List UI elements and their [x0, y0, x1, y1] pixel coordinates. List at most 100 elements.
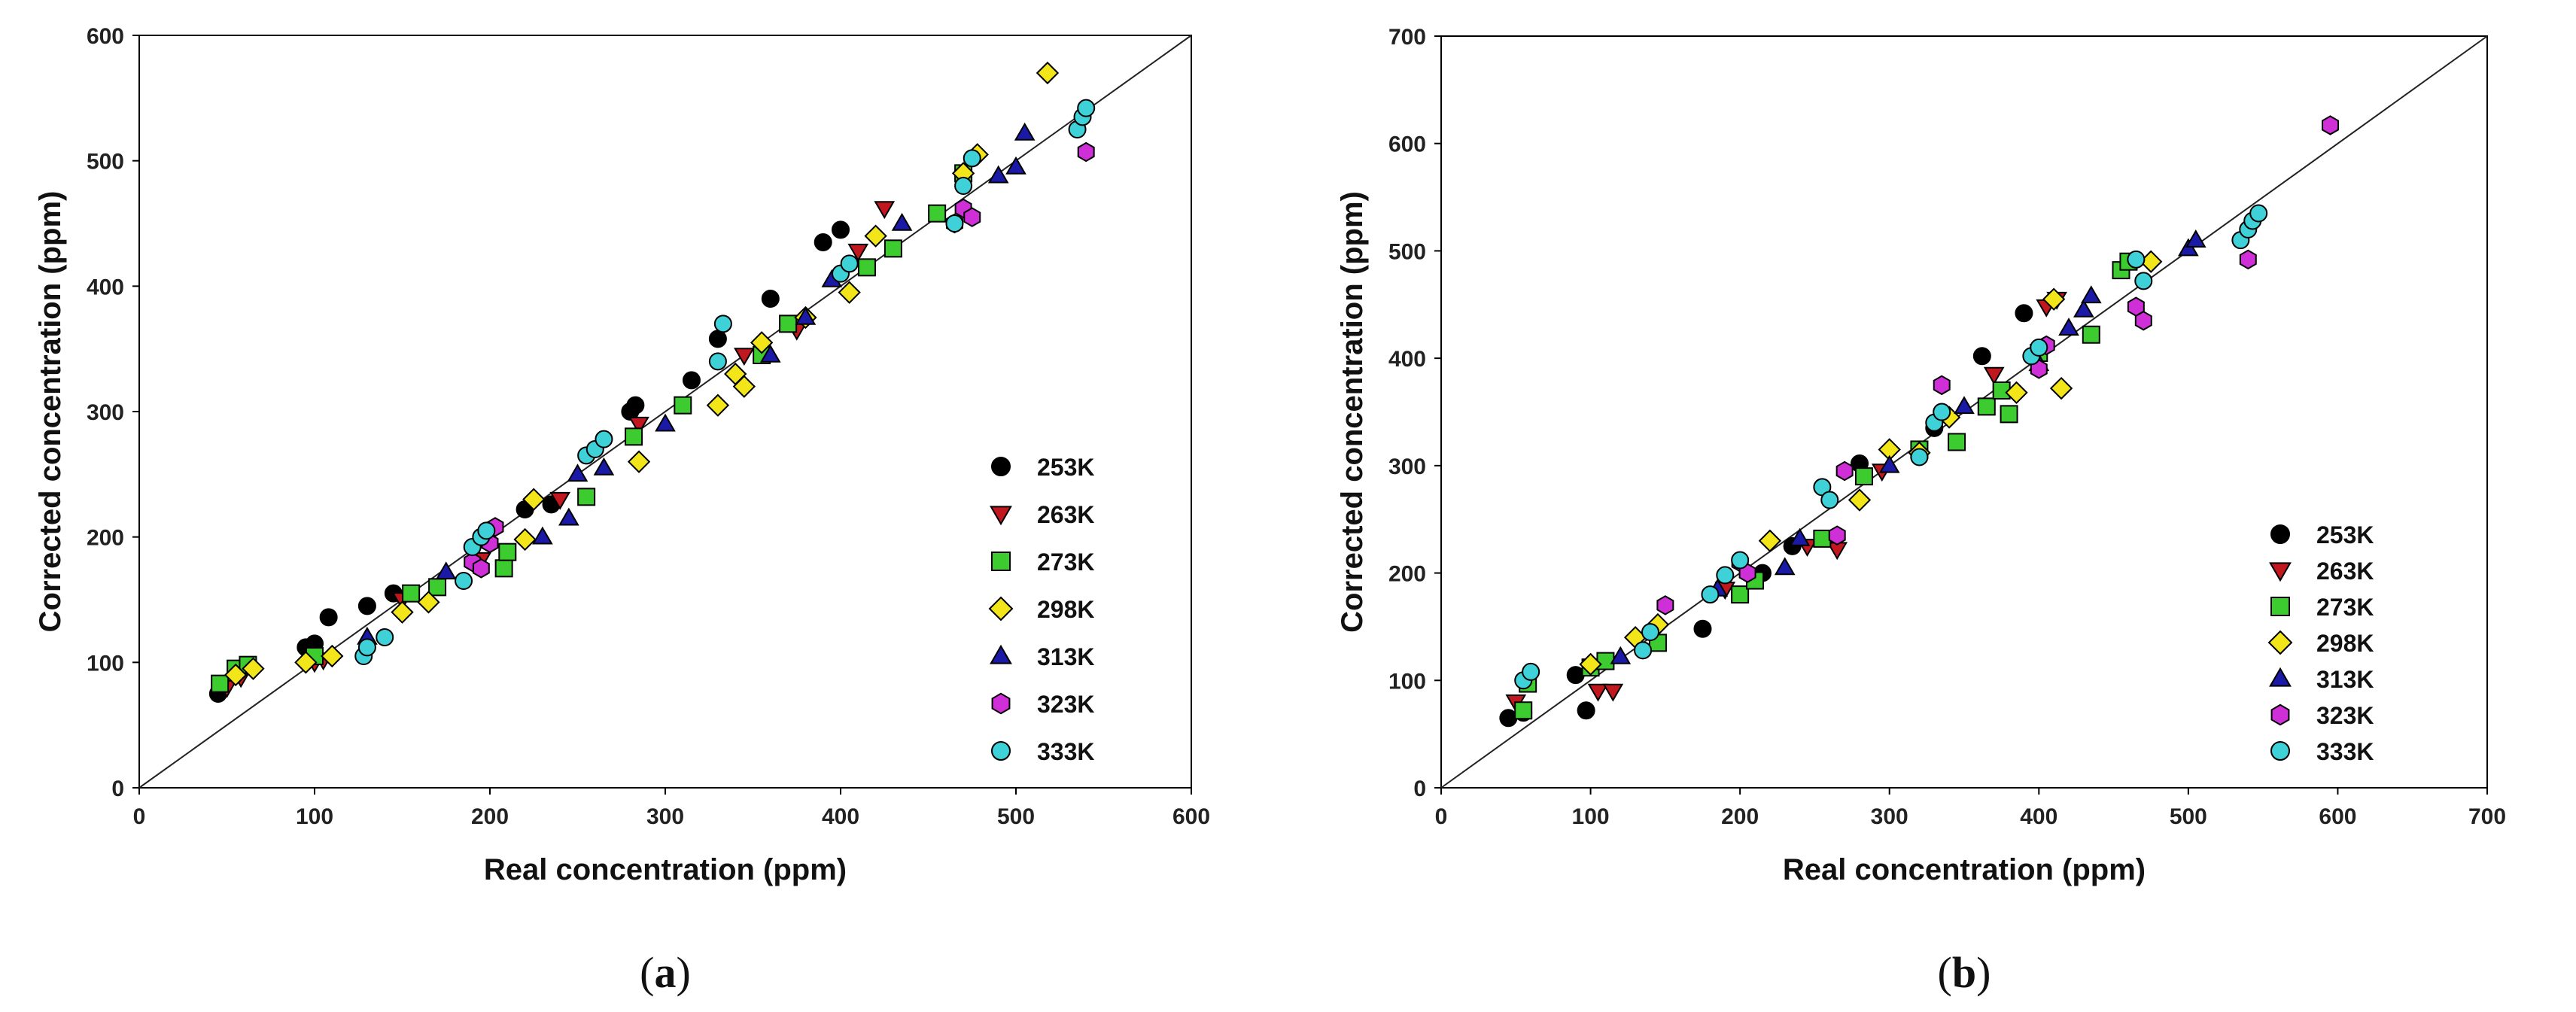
x-tick-label: 300 [1871, 804, 1908, 829]
data-point-313K [2080, 285, 2102, 304]
data-point-273K [674, 396, 692, 415]
x-tick-label: 500 [2170, 804, 2207, 829]
data-point-298K [1848, 488, 1872, 512]
legend-label-313K: 313K [2316, 666, 2374, 693]
data-point-298K [706, 394, 730, 417]
data-point-298K [2005, 381, 2028, 404]
data-point-323K [2239, 249, 2257, 270]
data-point-298K [750, 331, 774, 354]
data-point-313K [1774, 557, 1796, 576]
data-point-313K [435, 561, 457, 580]
data-point-313K [1005, 156, 1026, 175]
data-point-313K [2185, 229, 2206, 248]
y-tick-label: 0 [1413, 776, 1426, 801]
data-point-253K [761, 290, 780, 308]
legend-label-253K: 253K [1037, 454, 1095, 481]
data-point-313K [2058, 318, 2079, 336]
x-tick-label: 100 [1572, 804, 1610, 829]
x-tick-label: 0 [1435, 804, 1448, 829]
data-point-273K [779, 315, 798, 333]
panel-label: (a) [640, 948, 691, 997]
legend-marker-323K [2270, 704, 2290, 726]
data-point-333K [1910, 448, 1929, 466]
data-point-273K [428, 578, 447, 597]
data-point-298K [2049, 376, 2073, 400]
data-point-263K [874, 201, 896, 220]
data-point-333K [2127, 250, 2146, 269]
data-point-333K [1731, 551, 1750, 570]
legend-label-298K: 298K [2316, 630, 2374, 657]
data-point-333K [595, 430, 613, 448]
legend-label-273K: 273K [1037, 549, 1095, 576]
x-tick-label: 200 [471, 804, 509, 829]
data-point-263K [549, 491, 571, 510]
data-point-333K [708, 352, 727, 371]
data-point-273K [1813, 529, 1832, 548]
data-point-333K [1077, 99, 1096, 117]
data-point-273K [2000, 405, 2018, 424]
data-point-313K [1789, 527, 1811, 546]
data-point-313K [1610, 646, 1632, 664]
data-point-263K [1587, 683, 1609, 702]
data-point-313K [655, 413, 676, 432]
data-point-263K [1602, 683, 1624, 702]
x-tick-label: 600 [2319, 804, 2356, 829]
data-point-263K [847, 243, 869, 262]
legend-label-273K: 273K [2316, 594, 2374, 621]
x-axis-label: Real concentration (ppm) [484, 853, 847, 886]
data-point-273K [494, 559, 513, 578]
data-point-333K [1701, 585, 1720, 604]
data-point-273K [1514, 701, 1533, 720]
legend-marker-273K [2270, 597, 2290, 616]
legend-marker-263K [990, 506, 1012, 526]
y-tick-label: 500 [1388, 239, 1426, 264]
plot-frame [1440, 35, 2488, 789]
legend-marker-323K [991, 692, 1011, 715]
data-point-298K [838, 281, 861, 304]
data-point-273K [1948, 433, 1966, 451]
data-point-298K [321, 644, 344, 668]
data-point-313K [593, 457, 615, 476]
x-tick-label: 400 [822, 804, 859, 829]
y-axis-label: Corrected concentration (ppm) [34, 191, 67, 633]
chart-a: 0 100 200 300 400 500 600 0 100 200 300 400 500 600 Re… [34, 24, 1210, 997]
data-point-333K [477, 521, 496, 540]
data-point-263K [628, 416, 649, 435]
data-point-298K [2042, 287, 2066, 311]
data-point-313K [532, 526, 553, 545]
data-point-253K [319, 608, 338, 627]
data-point-298K [627, 450, 651, 473]
data-point-263K [1983, 366, 2005, 385]
data-point-333K [1820, 491, 1839, 509]
x-tick-label: 100 [296, 804, 333, 829]
legend-label-263K: 263K [1037, 501, 1095, 528]
legend-label-298K: 298K [1037, 596, 1095, 623]
data-point-323K [2134, 310, 2152, 331]
data-point-333K [1933, 403, 1951, 421]
legend-label-333K: 333K [2316, 738, 2374, 765]
data-point-333K [2030, 338, 2048, 357]
data-point-313K [1014, 122, 1036, 141]
data-point-298K [242, 657, 265, 680]
data-point-333K [963, 149, 981, 168]
data-point-333K [945, 214, 964, 232]
data-point-273K [1731, 585, 1750, 604]
data-point-273K [1977, 397, 1996, 416]
data-point-313K [558, 507, 579, 526]
data-point-313K [2073, 299, 2094, 318]
y-tick-label: 400 [87, 275, 124, 299]
data-point-253K [1566, 666, 1585, 685]
y-tick-label: 0 [111, 776, 124, 801]
data-point-323K [963, 207, 981, 227]
data-point-323K [2322, 115, 2339, 135]
data-point-333K [954, 177, 973, 195]
x-tick-label: 700 [2468, 804, 2506, 829]
data-point-273K [577, 488, 596, 506]
data-point-298K [513, 527, 537, 552]
data-point-333K [357, 638, 376, 657]
data-point-333K [1716, 566, 1735, 585]
data-point-333K [455, 572, 473, 590]
data-point-253K [626, 396, 645, 415]
data-point-333K [1522, 662, 1540, 681]
data-point-253K [832, 220, 850, 239]
